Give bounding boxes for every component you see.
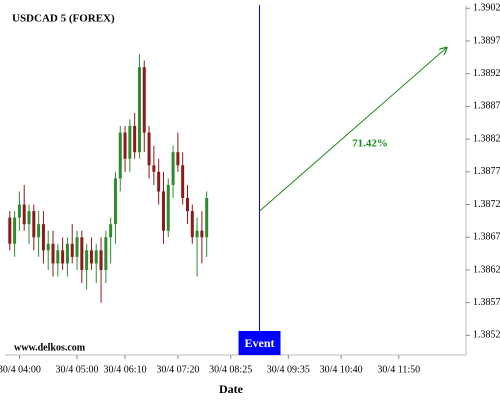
event-box	[238, 331, 281, 355]
candle-body	[99, 250, 103, 270]
x-tick-label: 30/4 09:35	[267, 364, 310, 375]
candle-body	[22, 204, 26, 225]
candle-body	[205, 197, 209, 238]
candle-body	[190, 211, 194, 238]
candle-body	[56, 250, 60, 264]
candle-body	[123, 132, 127, 159]
candle-body	[137, 67, 141, 153]
x-tick-label: 30/4 11:50	[377, 364, 420, 375]
x-tick-label: 30/4 10:40	[320, 364, 363, 375]
candle-body	[65, 243, 69, 264]
y-tick-label: 1.3877	[473, 166, 500, 177]
candle-body	[13, 217, 17, 244]
candle-body	[157, 171, 161, 192]
candle-body	[8, 217, 12, 244]
y-tick-label: 1.3892	[473, 68, 500, 79]
candle-body	[94, 250, 98, 264]
candle-body	[109, 224, 113, 238]
candle-body	[32, 211, 36, 238]
candle-body	[80, 237, 84, 270]
candle-body	[37, 224, 41, 238]
candle-body	[17, 204, 21, 218]
candle-body	[142, 67, 146, 133]
candle-body	[166, 184, 170, 231]
y-tick-label: 1.3872	[473, 199, 500, 210]
y-tick-label: 1.3902	[473, 3, 500, 14]
candle-body	[181, 165, 185, 198]
y-tick-label: 1.3867	[473, 232, 500, 243]
x-tick-label: 30/4 04:00	[0, 364, 41, 375]
y-tick-label: 1.3897	[473, 35, 500, 46]
candle-body	[104, 237, 108, 270]
candle-body	[161, 191, 165, 231]
y-tick-label: 1.3887	[473, 101, 500, 112]
candle-body	[41, 224, 45, 251]
watermark: www.delkos.com	[14, 342, 86, 353]
candle-body	[128, 126, 132, 159]
y-tick-label: 1.3857	[473, 297, 500, 308]
candle-body	[133, 126, 137, 153]
candle-body	[200, 230, 204, 238]
candle-body	[61, 250, 65, 264]
candle-body	[118, 132, 122, 179]
candle-body	[152, 165, 156, 172]
projection-arrow	[259, 48, 447, 212]
candle-body	[27, 211, 31, 225]
event-label: Event	[245, 336, 275, 350]
candle-body	[171, 152, 175, 185]
candle-body	[89, 250, 93, 264]
x-axis-label: Date	[219, 382, 244, 396]
candle-body	[195, 230, 199, 238]
candle-body	[176, 152, 180, 166]
x-tick-label: 30/4 05:00	[56, 364, 99, 375]
candle-body	[147, 132, 151, 166]
candle-body	[185, 197, 189, 212]
chart-title: USDCAD 5 (FOREX)	[12, 13, 115, 25]
candle-body	[46, 243, 50, 251]
y-tick-label: 1.3852	[473, 330, 500, 341]
y-tick-label: 1.3882	[473, 133, 500, 144]
x-tick-label: 30/4 06:10	[104, 364, 147, 375]
candle-body	[51, 243, 55, 264]
projection-label: 71.42%	[352, 138, 388, 150]
candle-body	[75, 237, 79, 257]
y-tick-label: 1.3862	[473, 264, 500, 275]
candle-body	[113, 178, 117, 225]
candle-body	[70, 243, 74, 257]
candle-body	[85, 250, 89, 270]
x-tick-label: 30/4 08:25	[209, 364, 252, 375]
x-tick-label: 30/4 07:20	[156, 364, 199, 375]
